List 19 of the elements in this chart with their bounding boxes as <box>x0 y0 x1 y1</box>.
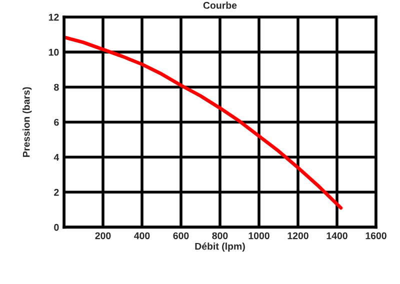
x-tick-label: 400 <box>134 232 150 240</box>
x-tick-label: 1000 <box>248 232 270 240</box>
y-tick-label: 6 <box>54 118 59 126</box>
x-tick-label: 800 <box>212 232 228 240</box>
y-axis-title: Pression (bars) <box>22 87 32 157</box>
y-tick-label: 4 <box>54 154 60 161</box>
x-tick-label: 1400 <box>326 232 348 240</box>
x-tick-label: 1200 <box>288 232 308 240</box>
y-tick-label: 0 <box>54 224 59 231</box>
chart-title: Courbe <box>203 2 237 9</box>
x-tick-label: 200 <box>95 232 111 240</box>
line-series <box>64 35 343 210</box>
x-axis-title: Débit (lpm) <box>195 242 245 252</box>
y-tick-label: 10 <box>48 48 59 56</box>
x-tick-label: 600 <box>173 232 189 240</box>
y-tick-label: 12 <box>48 14 59 21</box>
y-tick-label: 2 <box>54 188 59 196</box>
y-tick-label: 8 <box>54 84 59 91</box>
x-tick-label: 1600 <box>366 232 386 240</box>
